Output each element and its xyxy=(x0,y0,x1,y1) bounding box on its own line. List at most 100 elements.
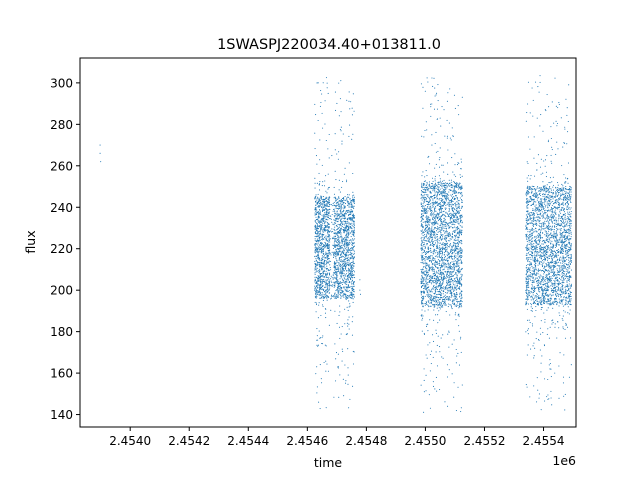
data-point xyxy=(338,290,340,292)
data-point xyxy=(359,289,361,291)
data-point xyxy=(326,243,328,245)
data-point xyxy=(434,272,436,274)
data-point xyxy=(322,251,324,253)
data-point xyxy=(430,232,432,234)
data-point xyxy=(352,363,355,365)
data-point xyxy=(420,225,422,227)
data-point xyxy=(334,149,336,151)
data-point xyxy=(352,316,354,318)
data-point xyxy=(344,267,347,269)
data-point xyxy=(421,233,423,235)
data-point xyxy=(441,306,443,308)
data-point xyxy=(318,235,320,237)
data-point xyxy=(352,218,354,220)
data-point xyxy=(334,265,336,267)
data-point xyxy=(351,229,353,231)
data-point xyxy=(323,218,325,220)
data-point xyxy=(439,296,441,298)
data-point xyxy=(453,190,455,193)
data-point xyxy=(321,204,323,206)
data-point xyxy=(339,268,341,270)
data-point xyxy=(437,252,439,255)
data-point xyxy=(435,94,437,96)
data-point xyxy=(324,221,326,223)
data-point xyxy=(438,293,441,295)
data-point xyxy=(326,273,328,275)
data-point xyxy=(421,242,423,245)
data-point xyxy=(348,162,350,164)
data-point xyxy=(458,330,460,332)
data-point xyxy=(433,309,435,311)
data-point xyxy=(438,279,440,281)
data-point xyxy=(445,237,447,240)
data-point xyxy=(324,267,326,269)
data-point xyxy=(319,211,321,214)
data-point xyxy=(437,204,439,206)
data-point xyxy=(442,183,444,185)
data-point xyxy=(351,279,353,281)
data-point xyxy=(314,214,316,216)
data-point xyxy=(459,258,461,260)
data-point xyxy=(437,277,439,279)
data-point xyxy=(448,207,450,210)
data-point xyxy=(438,291,440,293)
data-point xyxy=(314,269,316,271)
data-point xyxy=(452,171,454,173)
data-point xyxy=(430,234,432,236)
data-point xyxy=(350,236,352,238)
data-point xyxy=(436,275,438,277)
data-point xyxy=(451,181,453,183)
data-point xyxy=(347,256,349,258)
data-point xyxy=(336,264,338,267)
data-point xyxy=(455,409,457,412)
data-point xyxy=(434,274,436,276)
data-point xyxy=(314,289,316,292)
data-point xyxy=(340,286,342,288)
data-point xyxy=(424,286,426,288)
data-point xyxy=(338,200,340,202)
data-point xyxy=(422,315,424,317)
data-point xyxy=(454,198,456,201)
data-point xyxy=(326,192,328,194)
data-point xyxy=(435,131,437,134)
data-point xyxy=(434,303,436,305)
data-point xyxy=(339,305,341,307)
data-point xyxy=(437,239,439,241)
data-point xyxy=(444,262,446,264)
data-point xyxy=(346,333,348,335)
data-point xyxy=(342,133,344,135)
data-point xyxy=(423,263,425,265)
data-point xyxy=(440,211,442,213)
data-point xyxy=(426,217,428,219)
data-point xyxy=(459,246,461,249)
data-point xyxy=(452,204,454,206)
data-point xyxy=(314,251,316,253)
data-point xyxy=(326,210,328,212)
data-point xyxy=(432,246,434,248)
data-point xyxy=(326,363,328,365)
data-point xyxy=(456,216,458,218)
data-point xyxy=(335,238,337,240)
data-point xyxy=(455,235,457,237)
data-point xyxy=(439,276,441,278)
data-point xyxy=(425,185,427,187)
data-point xyxy=(347,261,349,264)
data-point xyxy=(423,287,425,290)
data-point xyxy=(347,279,349,281)
data-point xyxy=(438,186,440,188)
data-point xyxy=(319,212,321,215)
data-point xyxy=(351,222,353,224)
data-point xyxy=(353,283,355,285)
data-point xyxy=(453,221,455,223)
data-point xyxy=(430,283,432,285)
data-point xyxy=(352,285,354,287)
data-point xyxy=(440,292,442,294)
data-point xyxy=(332,295,334,297)
data-point xyxy=(434,305,436,307)
data-point xyxy=(318,269,320,271)
data-point xyxy=(459,188,461,190)
data-point xyxy=(342,245,344,247)
data-point xyxy=(339,263,341,265)
data-point xyxy=(444,270,446,272)
data-point xyxy=(350,294,353,296)
